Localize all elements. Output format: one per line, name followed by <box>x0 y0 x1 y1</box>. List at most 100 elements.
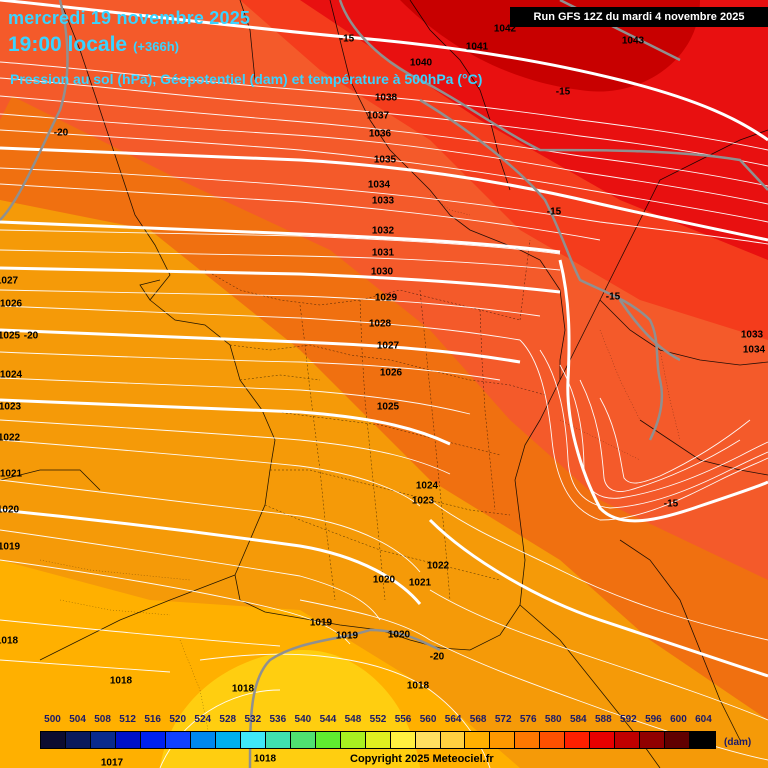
scale-swatch <box>565 732 591 748</box>
temperature-label: -20 <box>23 330 39 342</box>
scale-value: 600 <box>670 714 687 725</box>
isobar-label: 1030 <box>370 266 394 278</box>
isobar-label: 1018 <box>109 675 133 687</box>
scale-swatch <box>240 732 266 748</box>
scale-swatch <box>65 732 91 748</box>
isobar-label: 1021 <box>408 577 432 589</box>
scale-swatch <box>340 732 366 748</box>
isobar-label: 1022 <box>426 560 450 572</box>
scale-swatch <box>215 732 241 748</box>
scale-value: 528 <box>219 714 237 725</box>
scale-swatch <box>590 732 616 748</box>
temperature-label: -15 <box>339 33 355 45</box>
scale-value: 536 <box>269 714 287 725</box>
isobar-label: 1023 <box>0 401 22 413</box>
isobar-label: 1026 <box>379 367 403 379</box>
scale-swatch <box>490 732 516 748</box>
isobar-label: 1032 <box>371 225 395 237</box>
temperature-label: -15 <box>555 86 571 98</box>
scale-swatch <box>315 732 341 748</box>
isobar-label: 1018 <box>406 680 430 692</box>
isobar-label: 1020 <box>372 574 396 586</box>
isobar-label: 1024 <box>0 369 23 381</box>
temperature-label: -20 <box>53 127 69 139</box>
isobar-label: 1017 <box>100 757 124 768</box>
isobar-label: 1043 <box>621 35 645 47</box>
temperature-label: -20 <box>429 651 445 663</box>
scale-swatch <box>390 732 416 748</box>
isobar-label: 1023 <box>411 495 435 507</box>
scale-swatch <box>415 732 441 748</box>
scale-value: 596 <box>645 714 662 725</box>
isobar-label: 1025 <box>0 330 21 342</box>
scale-swatch <box>165 732 191 748</box>
isobar-label: 1018 <box>253 753 277 765</box>
copyright: Copyright 2025 Meteociel.fr <box>350 753 494 765</box>
isobar-label: 1037 <box>366 110 390 122</box>
scale-value: 556 <box>394 714 412 725</box>
scale-swatch <box>690 732 716 748</box>
scale-swatch <box>41 732 66 748</box>
isobar-label: 1020 <box>387 629 411 641</box>
isobar-label: 1028 <box>368 318 392 330</box>
color-scale-labels: 500 504 508 512 516 520 524 528 532 536 540 544 548 5… <box>40 714 716 728</box>
isobar-label: 1036 <box>368 128 392 140</box>
color-scale-bar <box>40 731 716 749</box>
isobar-label: 1033 <box>371 195 395 207</box>
isobar-label: 1027 <box>376 340 400 352</box>
scale-swatch <box>440 732 466 748</box>
isobar-label: 1033 <box>740 329 764 341</box>
scale-swatch <box>540 732 566 748</box>
temperature-label: -15 <box>605 291 621 303</box>
isobar-label: 1019 <box>335 630 359 642</box>
isobar-label: 1019 <box>0 541 21 553</box>
isobar-label: 1024 <box>415 480 439 492</box>
isobar-label: 1020 <box>0 504 20 516</box>
scale-value: 560 <box>419 714 437 725</box>
scale-value: 552 <box>369 714 387 725</box>
scale-swatch <box>365 732 391 748</box>
scale-value: 516 <box>144 714 161 725</box>
scale-value: 576 <box>519 714 537 725</box>
temperature-label: -15 <box>663 498 679 510</box>
isobar-label: 1042 <box>493 23 517 35</box>
isobar-label: 1038 <box>374 92 398 104</box>
scale-swatch <box>465 732 491 748</box>
scale-swatch <box>515 732 541 748</box>
run-info: Run GFS 12Z du mardi 4 novembre 2025 <box>510 7 768 27</box>
scale-value: 604 <box>695 714 712 725</box>
scale-value: 580 <box>544 714 562 725</box>
isobar-label: 1035 <box>373 154 397 166</box>
isobar-label: 1034 <box>367 179 391 191</box>
scale-unit: (dam) <box>724 737 752 748</box>
scale-swatch <box>290 732 316 748</box>
scale-value: 520 <box>169 714 187 725</box>
scale-value: 532 <box>244 714 262 725</box>
scale-value: 568 <box>469 714 487 725</box>
scale-swatch <box>640 732 666 748</box>
map-subtitle: Pression au sol (hPa), Géopotentiel (dam… <box>10 71 483 87</box>
scale-value: 548 <box>344 714 362 725</box>
isobar-label: 1018 <box>231 683 255 695</box>
scale-swatch <box>190 732 216 748</box>
scale-swatch <box>615 732 641 748</box>
isobar-label: 1026 <box>0 298 23 310</box>
date-title: mercredi 19 novembre 2025 <box>8 8 251 28</box>
scale-swatch <box>140 732 166 748</box>
scale-value: 540 <box>294 714 312 725</box>
scale-value: 564 <box>444 714 462 725</box>
isobar-label: 1041 <box>465 41 489 53</box>
scale-value: 592 <box>620 714 637 725</box>
scale-swatch <box>115 732 141 748</box>
isobar-label: 1022 <box>0 432 21 444</box>
isobar-label: 1021 <box>0 468 23 480</box>
time-title: 19:00 locale (+366h) <box>8 33 179 57</box>
scale-value: 584 <box>569 714 587 725</box>
isobar-label: 1040 <box>409 57 433 69</box>
temperature-label: -15 <box>546 206 562 218</box>
isobar-label: 1019 <box>309 617 333 629</box>
isobar-label: 1031 <box>371 247 395 259</box>
scale-swatch <box>90 732 116 748</box>
